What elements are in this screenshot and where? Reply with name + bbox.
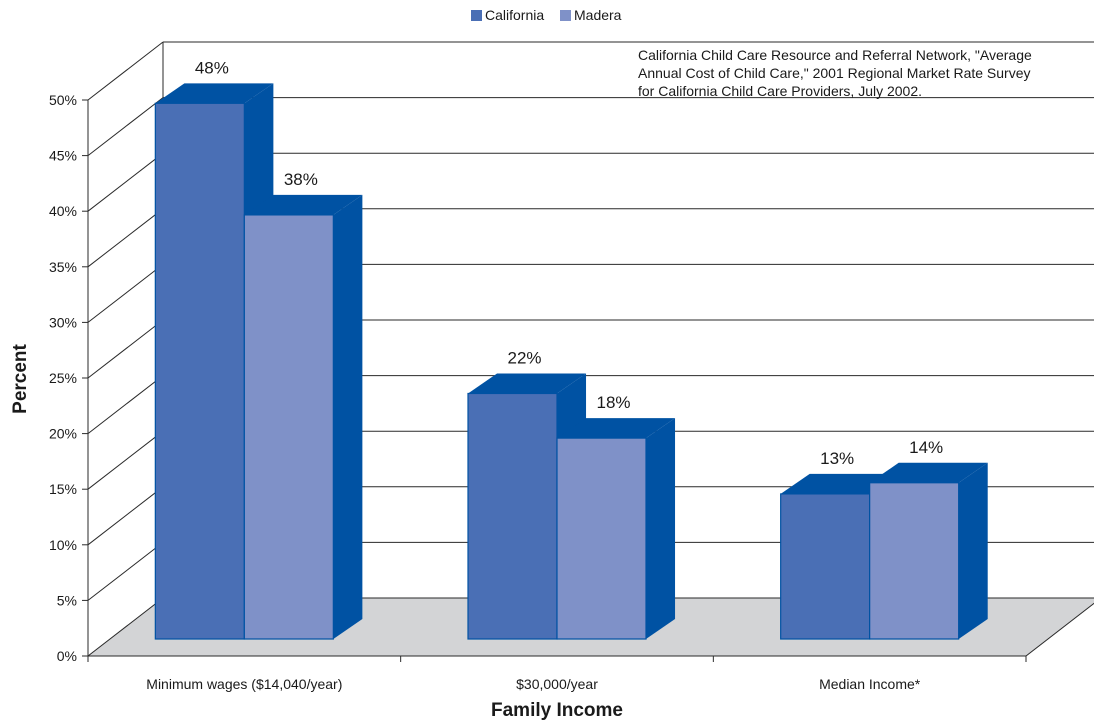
gridline-side [87, 97, 164, 156]
y-tick-label: 25% [49, 370, 77, 386]
gridline-side [87, 430, 164, 490]
data-labels: 48% 38% 22% 18% 13% 14% [195, 58, 943, 468]
x-category-label: $30,000/year [516, 676, 598, 692]
y-tick-label: 40% [49, 203, 77, 219]
x-axis-title: Family Income [491, 700, 623, 721]
bar-california-1 [467, 392, 558, 640]
x-category-label: Median Income* [819, 676, 921, 692]
y-tick-label: 0% [57, 648, 77, 664]
axes: 0% 5% 10% 15% 20% 25% 30% 35% 40% 45% 50% Minimum w… [49, 92, 1027, 692]
gridline-side [87, 41, 164, 101]
gridline-side [87, 152, 164, 212]
gridline-side [87, 264, 164, 323]
legend-label-california: California [485, 7, 544, 23]
y-tick-label: 5% [57, 592, 77, 608]
data-label: 13% [820, 449, 854, 468]
bars [154, 83, 988, 640]
legend-swatch-california [471, 10, 482, 21]
bar-top-face [244, 194, 363, 215]
data-label: 38% [284, 170, 318, 189]
data-label: 22% [507, 348, 541, 367]
bar-california-0 [154, 102, 245, 640]
bar-madera-1 [556, 437, 647, 640]
bar-top-face [557, 418, 676, 439]
y-tick-label: 20% [49, 426, 77, 442]
gridline-side [87, 208, 164, 268]
bar-top-face [155, 83, 274, 104]
source-line-1: California Child Care Resource and Refer… [638, 47, 1032, 63]
legend-swatch-madera [560, 10, 571, 21]
data-label: 14% [909, 438, 943, 457]
y-tick-label: 50% [49, 92, 77, 108]
y-tick-label: 15% [49, 481, 77, 497]
y-tick-label: 45% [49, 148, 77, 164]
y-axis-title: Percent [10, 343, 31, 413]
bar-side-face [958, 462, 988, 639]
y-tick-label: 30% [49, 314, 77, 330]
legend: California Madera [471, 7, 622, 23]
y-tick-label: 35% [49, 259, 77, 275]
source-annotation: California Child Care Resource and Refer… [638, 47, 1032, 99]
bar-madera-2 [869, 482, 960, 640]
bar-side-face [333, 194, 363, 640]
bar-madera-0 [243, 214, 334, 640]
data-label: 18% [596, 393, 630, 412]
y-tick-label: 10% [49, 537, 77, 553]
bar-california-2 [780, 493, 871, 640]
data-label: 48% [195, 58, 229, 77]
legend-label-madera: Madera [574, 7, 622, 23]
source-line-3: for California Child Care Providers, Jul… [638, 83, 922, 99]
gridline-side [87, 319, 164, 379]
gridline-side [87, 375, 164, 434]
source-line-2: Annual Cost of Child Care," 2001 Regiona… [638, 65, 1031, 81]
bar-top-face [468, 373, 587, 394]
gridline-side [87, 486, 164, 546]
bar-top-face [869, 462, 988, 483]
gridline-side [87, 542, 164, 601]
bar-side-face [646, 418, 676, 639]
x-category-label: Minimum wages ($14,040/year) [146, 676, 342, 692]
